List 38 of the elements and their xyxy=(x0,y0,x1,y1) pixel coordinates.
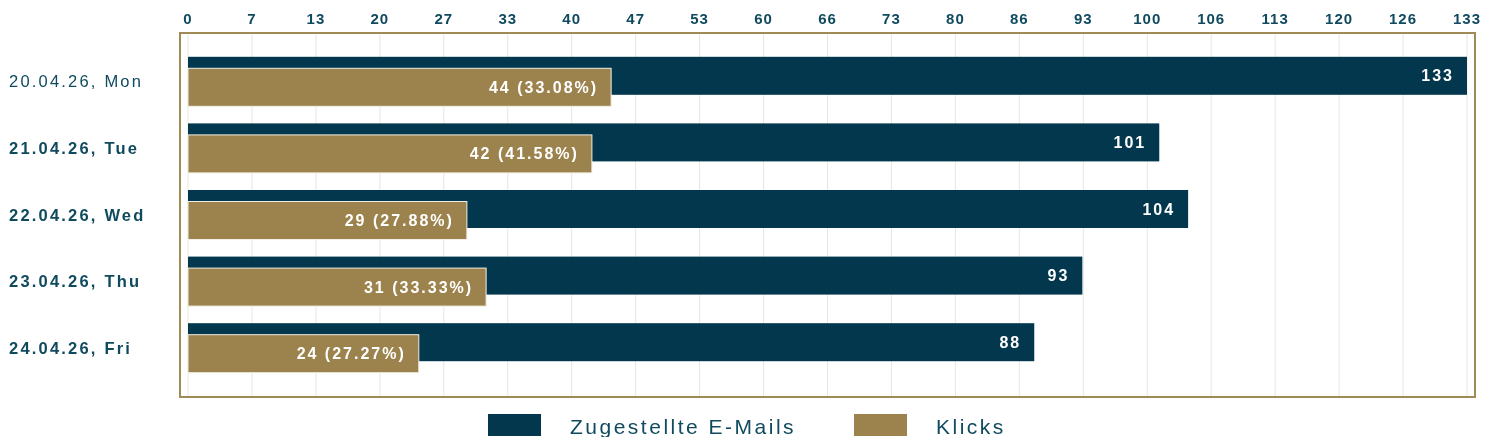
data-label: 29 (27.88%) xyxy=(344,212,454,229)
y-tick-label: 24.04.26, Fri xyxy=(9,338,133,357)
data-label: 133 xyxy=(1421,67,1454,85)
x-tick-label: 13 xyxy=(306,9,326,27)
data-label: 104 xyxy=(1142,200,1176,218)
data-label: 93 xyxy=(1047,267,1070,285)
y-tick-label: 20.04.26, Mon xyxy=(9,72,144,91)
data-label: 31 (33.33%) xyxy=(363,278,474,296)
x-tick-label: 53 xyxy=(690,9,709,27)
x-tick-label: 73 xyxy=(882,9,901,27)
y-tick-label: 21.04.26, Tue xyxy=(9,138,140,157)
x-tick-label: 27 xyxy=(434,9,454,27)
data-label: 88 xyxy=(999,333,1022,351)
data-label: 44 (33.08%) xyxy=(488,78,599,96)
y-tick-label: 23.04.26, Thu xyxy=(9,272,142,291)
data-label: 42 (41.58%) xyxy=(469,145,579,163)
x-tick-label: 106 xyxy=(1197,9,1226,27)
x-tick-label: 86 xyxy=(1010,9,1029,27)
x-tick-label: 120 xyxy=(1325,9,1354,27)
x-tick-label: 33 xyxy=(498,9,518,27)
x-tick-label: 93 xyxy=(1073,9,1093,27)
x-tick-label: 80 xyxy=(946,9,965,27)
y-tick-label: 22.04.26, Wed xyxy=(9,205,146,224)
x-tick-label: 126 xyxy=(1389,9,1418,27)
x-tick-label: 133 xyxy=(1452,9,1482,27)
x-tick-label: 66 xyxy=(818,9,837,27)
legend-label: Zugestellte E-Mails xyxy=(570,414,797,437)
x-tick-label: 47 xyxy=(626,9,645,27)
x-tick-label: 20 xyxy=(370,9,390,27)
x-tick-label: 0 xyxy=(183,9,193,27)
data-label: 24 (27.27%) xyxy=(296,345,406,363)
x-tick-label: 7 xyxy=(247,9,257,27)
x-tick-label: 113 xyxy=(1261,9,1289,27)
legend-label: Klicks xyxy=(936,414,1006,437)
x-tick-label: 60 xyxy=(754,9,773,27)
x-tick-label: 100 xyxy=(1133,9,1162,27)
data-label: 101 xyxy=(1113,133,1147,151)
x-tick-label: 40 xyxy=(562,9,582,27)
